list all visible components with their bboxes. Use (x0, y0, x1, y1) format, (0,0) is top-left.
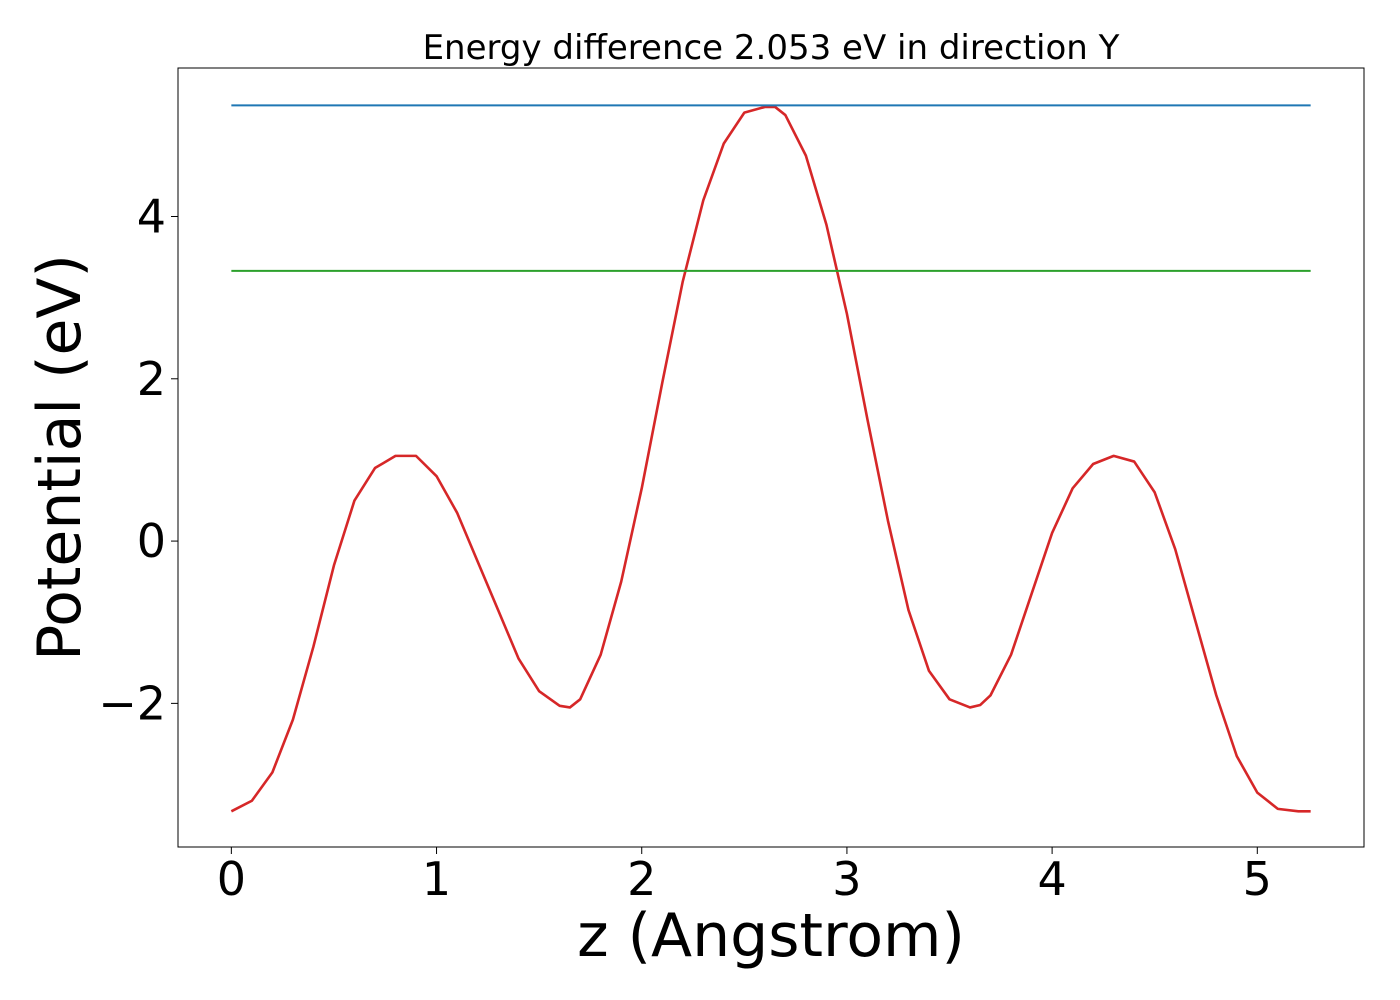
y-tick-label: 4 (137, 189, 166, 243)
x-tick-label: 1 (422, 852, 451, 906)
y-tick-label: 0 (137, 514, 166, 568)
x-axis-ticks: 0 1 2 3 4 5 (217, 847, 1272, 906)
y-axis-ticks: −2 0 2 4 (98, 189, 178, 730)
series-layer (230, 104, 1311, 813)
x-tick-label: 0 (217, 852, 246, 906)
y-tick-label: 2 (137, 352, 166, 406)
chart-title: Energy difference 2.053 eV in direction … (423, 28, 1120, 68)
y-tick-label: −2 (98, 676, 166, 730)
x-tick-label: 2 (627, 852, 656, 906)
potential-curve (230, 105, 1311, 813)
x-tick-label: 5 (1243, 852, 1272, 906)
x-tick-label: 3 (832, 852, 861, 906)
plot-frame (177, 67, 1365, 848)
x-tick-label: 4 (1037, 852, 1066, 906)
x-axis-label: z (Angstrom) (577, 901, 965, 971)
y-axis-label: Potential (eV) (25, 254, 95, 661)
